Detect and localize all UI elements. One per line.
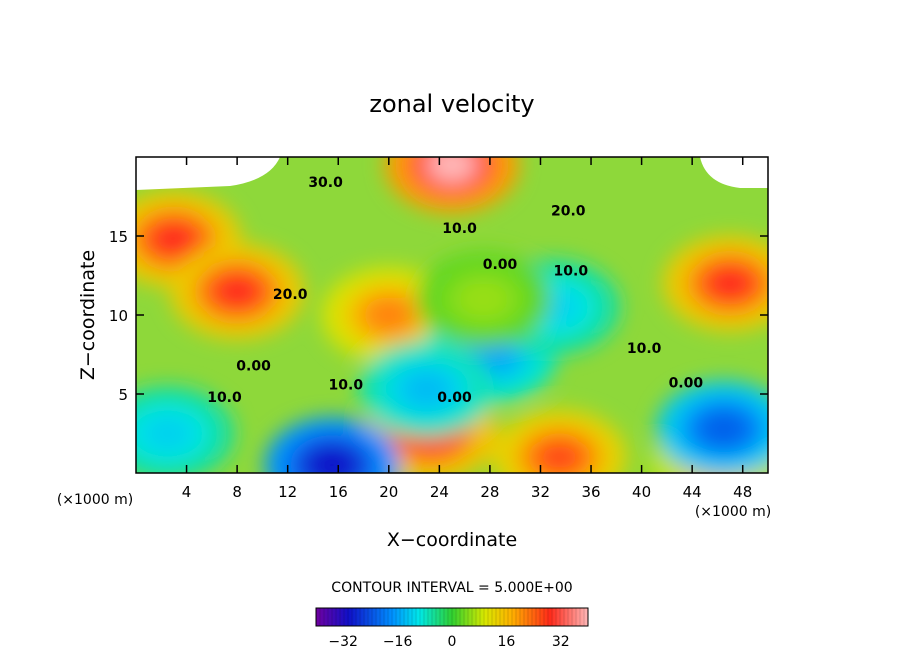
velocity-field: 30.0 20.0 10.0 0.00 10.0 20.0 10.0 0.00 10.0 0.00… (136, 157, 768, 473)
contour-label-9: 0.00 (669, 376, 704, 392)
field-peak-12 (401, 371, 452, 408)
x-tick-label-4: 20 (379, 483, 398, 501)
x-tick-label-9: 40 (632, 483, 651, 501)
field-peak-3 (704, 265, 756, 302)
contour-label-0: 30.0 (308, 175, 343, 191)
field-peak-0 (148, 221, 200, 258)
colorbar-tick-label-1: −16 (383, 634, 413, 650)
y-tick-label-0: 5 (118, 386, 128, 404)
colorbar-frame (315, 607, 589, 627)
x-tick-label-7: 32 (531, 483, 550, 501)
field-peak-2 (363, 297, 414, 333)
x-tick-label-2: 12 (278, 483, 297, 501)
x-tick-label-5: 24 (430, 483, 449, 501)
x-axis: 4 8 12 16 20 24 28 32 36 40 44 48 (182, 157, 752, 501)
contour-label-10: 0.00 (437, 390, 472, 406)
x-tick-label-11: 48 (733, 483, 752, 501)
colorbar: −32 −16 0 16 32 (315, 607, 589, 650)
field-peak-1 (211, 273, 263, 310)
x-unit-label-left: (×1000 m) (57, 492, 133, 508)
field-peak-13 (458, 281, 509, 318)
y-tick-label-1: 10 (109, 307, 128, 325)
field-peak-10 (142, 415, 193, 452)
y-tick-label-2: 15 (109, 228, 128, 246)
x-tick-label-3: 16 (329, 483, 348, 501)
contour-label-6: 10.0 (627, 341, 662, 357)
chart-title: zonal velocity (369, 90, 534, 118)
x-tick-label-6: 28 (480, 483, 499, 501)
colorbar-tick-label-0: −32 (328, 634, 358, 650)
y-axis-label: Z−coordinate (77, 250, 99, 380)
contour-label-4: 10.0 (554, 264, 589, 280)
nodata-right (700, 157, 768, 188)
x-tick-label-10: 44 (683, 483, 702, 501)
field-peak-14 (426, 157, 478, 183)
x-unit-label-right: (×1000 m) (695, 504, 771, 520)
contour-label-11: 10.0 (207, 390, 242, 406)
contour-label-3: 0.00 (483, 257, 518, 273)
contour-interval-text: CONTOUR INTERVAL = 5.000E+00 (331, 580, 572, 596)
colorbar-tick-label-2: 0 (448, 634, 457, 650)
x-tick-label-1: 8 (232, 483, 242, 501)
x-tick-label-8: 36 (581, 483, 600, 501)
contour-label-5: 20.0 (273, 287, 308, 303)
field-peak-9 (698, 410, 749, 447)
field-peak-5 (534, 439, 585, 473)
nodata-left (136, 157, 280, 190)
colorbar-tick-label-4: 32 (552, 634, 570, 650)
x-tick-label-0: 4 (182, 483, 192, 501)
colorbar-tick-label-3: 16 (497, 634, 515, 650)
contour-label-7: 0.00 (236, 358, 271, 374)
contour-label-1: 20.0 (551, 203, 586, 219)
contour-label-8: 10.0 (329, 377, 364, 393)
contour-label-2: 10.0 (442, 221, 477, 237)
field-blobs (136, 157, 768, 473)
x-axis-label: X−coordinate (387, 529, 517, 551)
field-peak-7 (306, 447, 358, 473)
colorbar-gradient (316, 608, 588, 626)
y-axis: 5 10 15 (109, 228, 768, 404)
